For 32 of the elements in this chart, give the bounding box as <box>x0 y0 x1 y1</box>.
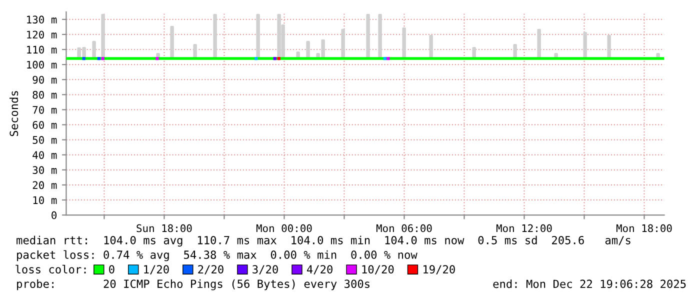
text: probe: 20 ICMP Echo Pings (56 Bytes) every 300s <box>17 279 370 290</box>
x-tick-label: Mon 06:00 <box>376 224 432 232</box>
y-tick-label: 20 m <box>32 181 57 190</box>
x-tick-label: Mon 18:00 <box>616 224 672 232</box>
y-axis-title: Seconds <box>10 91 18 136</box>
y-tick-label: 30 m <box>32 166 57 174</box>
text: median rtt: 104.0 ms avg 110.7 ms max 104.0 ms min 104.0 ms now 0.5 ms sd 205.6 am/s <box>16 236 630 247</box>
y-tick-label: 60 m <box>32 120 57 129</box>
x-tick-label: Mon 12:00 <box>496 224 552 232</box>
text: end: Mon Dec 22 19:06:28 2025 <box>493 279 686 288</box>
y-tick-label: 120 m <box>27 30 57 39</box>
y-tick-label: 70 m <box>32 106 57 114</box>
legend-label: 4/20 <box>306 265 332 274</box>
legend-label: 19/20 <box>424 265 455 274</box>
legend-label: 0 <box>109 265 114 274</box>
x-tick-label: Sun 18:00 <box>136 224 192 232</box>
legend-label: 10/20 <box>362 265 394 274</box>
legend-title: loss color: <box>16 264 86 274</box>
y-tick-label: 100 m <box>27 60 57 69</box>
y-tick-label: 10 m <box>33 196 57 204</box>
legend-label: 3/20 <box>252 265 278 274</box>
y-tick-label: 110 m <box>27 46 57 54</box>
y-tick-label: 40 m <box>32 151 57 159</box>
y-tick-label: 50 m <box>32 136 57 144</box>
y-tick-label: 90 m <box>32 76 57 84</box>
y-tick-label: 130 m <box>27 16 57 24</box>
legend-label: 2/20 <box>198 265 224 274</box>
x-tick-label: Mon 00:00 <box>256 224 312 232</box>
text: packet loss: 0.74 % avg 54.38 % max 0.00 % min 0.00 % now <box>17 250 418 262</box>
legend-label: 1/20 <box>144 265 169 274</box>
y-tick-label: 80 m <box>32 90 57 99</box>
y-tick-label: 0 <box>52 211 57 220</box>
